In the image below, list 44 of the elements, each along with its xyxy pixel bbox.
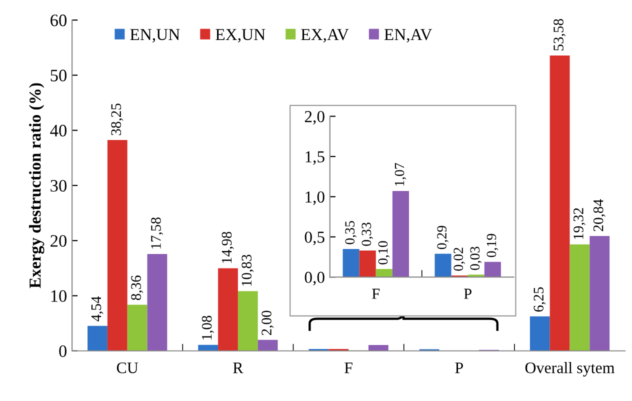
y-tick-label: 10 <box>51 290 67 302</box>
data-label: 0,33 <box>362 222 374 246</box>
x-tick-label: F <box>344 362 352 374</box>
legend-label: EN,AV <box>384 28 432 43</box>
legend-label: EN,UN <box>130 29 180 43</box>
data-label: 0,19 <box>486 234 498 258</box>
data-label: 2,00 <box>262 310 274 336</box>
data-label: 0,03 <box>470 246 482 270</box>
y-tick-label: 20 <box>50 235 67 247</box>
data-label: 1,08 <box>202 316 214 340</box>
data-label: 0,10 <box>378 241 390 264</box>
data-label: 6,25 <box>534 287 546 312</box>
data-label: 38,25 <box>111 104 124 136</box>
y-tick-label: 1,5 <box>306 151 324 165</box>
y-tick-label: 0 <box>59 345 67 358</box>
data-label: 8,36 <box>131 276 144 300</box>
data-label: 14,98 <box>222 232 234 263</box>
y-tick-label: 1,0 <box>306 191 324 206</box>
data-label: 20,84 <box>593 199 606 232</box>
data-label: 53,58 <box>554 19 566 50</box>
y-tick-label: 40 <box>50 124 67 137</box>
data-label: 19,32 <box>574 208 586 239</box>
y-tick-label: 50 <box>50 70 67 82</box>
data-label: 10,83 <box>242 254 254 286</box>
x-tick-label: F <box>372 288 380 299</box>
legend-label: EX,AV <box>301 28 349 43</box>
x-tick-label: P <box>464 288 472 299</box>
y-tick-label: 30 <box>50 180 67 192</box>
y-tick-label: 2,0 <box>304 110 324 125</box>
data-label: 0,29 <box>437 226 448 250</box>
legend-label: EX,UN <box>216 29 266 43</box>
y-axis-title: Exergy destruction ratio (%) <box>29 83 44 288</box>
data-label: 4,54 <box>91 296 104 322</box>
x-tick-label: Overall sytem <box>525 362 615 377</box>
y-tick-label: 0,5 <box>304 232 324 246</box>
y-tick-label: 60 <box>50 14 67 26</box>
data-label: 17,58 <box>151 218 163 248</box>
x-tick-label: P <box>455 362 463 374</box>
x-tick-label: R <box>233 362 244 374</box>
x-tick-label: CU <box>116 362 138 374</box>
data-label: 1,07 <box>394 162 406 186</box>
y-tick-label: 0,0 <box>304 272 324 286</box>
data-label: 0,02 <box>454 248 466 271</box>
data-label: 0,35 <box>345 221 357 244</box>
